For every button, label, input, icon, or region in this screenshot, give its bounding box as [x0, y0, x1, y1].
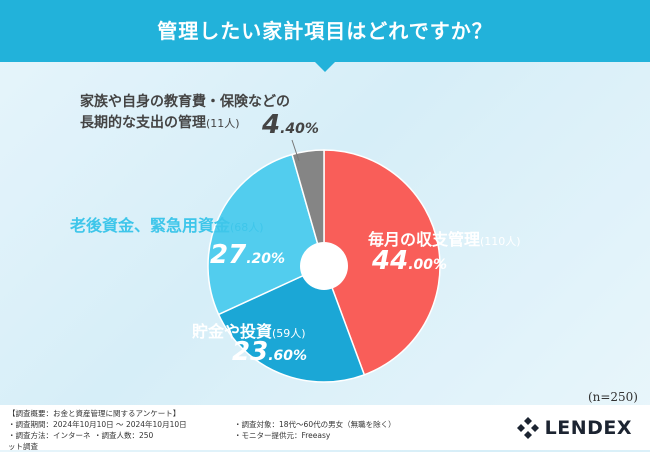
pie-slice-education [291, 149, 325, 267]
pie-chart [207, 139, 441, 383]
survey-target: ・調査対象：18代～60代の男女（無職を除く） [234, 420, 396, 429]
survey-period: ・調査期間：2024年10月10日 ～ 2024年10月10日 [8, 420, 187, 429]
survey-provider: ・モニター提供元：Freeasy [234, 431, 331, 440]
sample-size: (n=250) [587, 390, 638, 404]
leader-line [291, 139, 300, 162]
slice-percent-savings: 23.60% [232, 337, 308, 367]
lendex-logo-text: LENDEX [544, 417, 632, 439]
pie-slice-monthly [323, 149, 441, 376]
slice-percent-retirement: 27.20% [210, 240, 286, 270]
chart-title: 管理したい家計項目はどれですか？ [157, 19, 493, 43]
survey-count: ・調査人数：250 [94, 431, 154, 440]
title-banner-pointer [314, 61, 336, 72]
pie-center-hole [300, 242, 348, 290]
survey-title: 【調査概要：お金と資産管理に関するアンケート】 [8, 409, 181, 418]
slice-label-education: 家族や自身の教育費・保険などの 長期的な支出の管理(11人) [80, 94, 290, 131]
footer: 【調査概要：お金と資産管理に関するアンケート】 ・調査期間：2024年10月10… [0, 405, 650, 452]
slice-label-retirement: 老後資金、緊急用資金(68人) [70, 216, 264, 235]
survey-summary: 【調査概要：お金と資産管理に関するアンケート】 ・調査期間：2024年10月10… [8, 408, 396, 452]
pie-slice-retirement [207, 153, 325, 316]
survey-method: ・調査方法：インターネット調査 [8, 431, 91, 451]
title-banner [0, 0, 650, 62]
slice-percent-education: 4.40% [262, 110, 319, 140]
slice-label-savings: 貯金や投資(59人) [192, 322, 306, 341]
pie-slice-savings [217, 264, 366, 383]
lendex-logo: LENDEX [516, 417, 632, 439]
slice-percent-monthly: 44.00% [372, 246, 448, 276]
slice-label-monthly: 毎月の収支管理(110人) [368, 230, 521, 249]
lendex-logo-icon [516, 417, 539, 439]
